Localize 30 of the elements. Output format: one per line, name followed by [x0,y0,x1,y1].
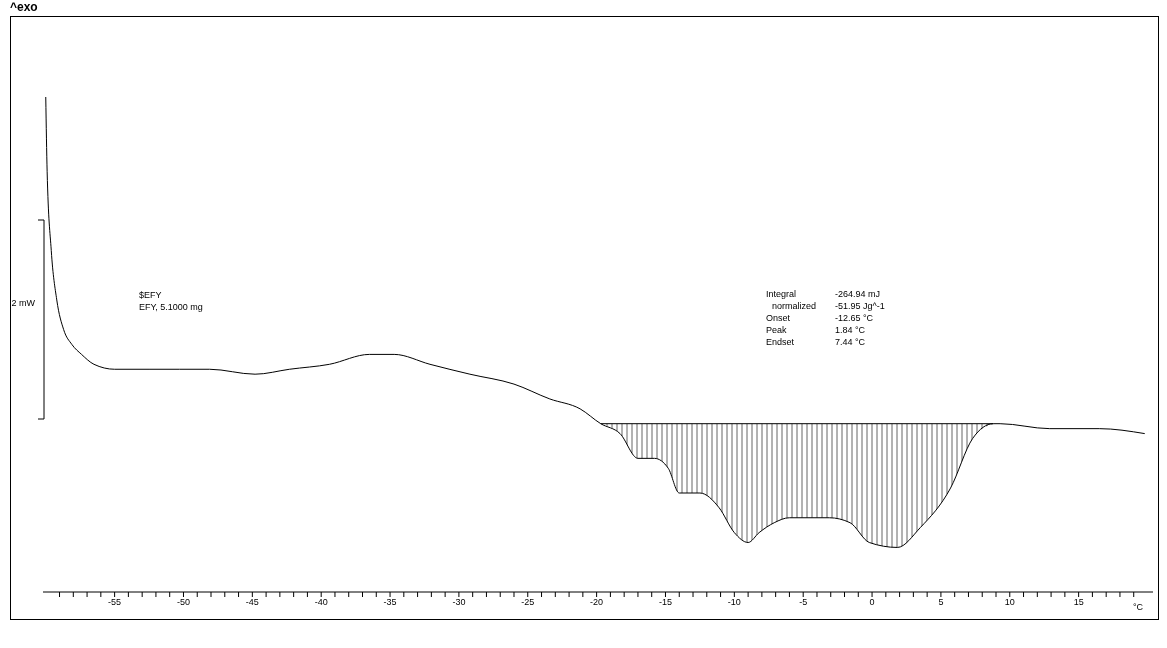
x-tick-label: -15 [658,597,672,608]
x-tick-label: 15 [1073,597,1084,608]
annotation: 7.44 °C [835,336,866,348]
x-tick-label: 0 [869,597,875,608]
x-tick-label: -5 [799,597,808,608]
x-tick-label: -55 [108,597,122,608]
annotation: Integral [766,288,797,300]
x-tick-label: -30 [452,597,466,608]
x-tick-label: -45 [245,597,259,608]
annotation: -12.65 °C [835,312,874,324]
y-axis-title: 2 mW [10,297,35,309]
annotation: Endset [766,336,795,348]
annotation: normalized [772,300,817,312]
annotation: Onset [766,312,791,324]
annotation: Peak [766,324,787,336]
x-tick-label: -35 [383,597,397,608]
x-tick-label: 10 [1004,597,1015,608]
x-tick-label: -40 [314,597,328,608]
annotation: -51.95 Jg^-1 [835,300,885,312]
x-tick-label: -20 [590,597,604,608]
annotation: $EFY [139,289,162,301]
x-tick-label: -25 [521,597,535,608]
text: ^exo [10,0,38,14]
annotation: EFY, 5.1000 mg [139,301,203,313]
x-axis-title: °C [1133,601,1144,613]
x-tick-label: -10 [727,597,741,608]
x-tick-label: 5 [938,597,944,608]
annotation: -264.94 mJ [835,288,881,300]
x-tick-label: -50 [176,597,190,608]
annotation: 1.84 °C [835,324,866,336]
